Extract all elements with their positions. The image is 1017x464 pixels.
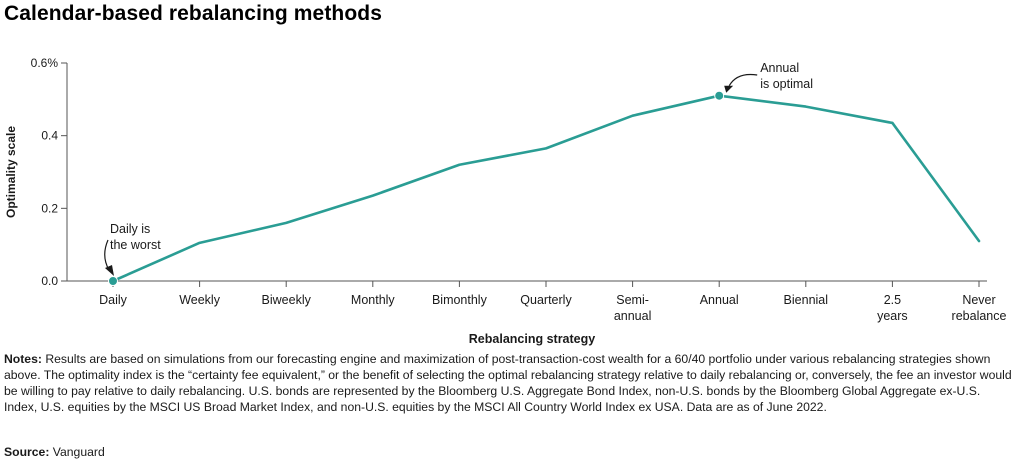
data-point-marker — [108, 276, 118, 286]
series-line — [111, 94, 981, 283]
x-tick-label: annual — [614, 309, 652, 323]
x-tick-label: Biweekly — [262, 293, 312, 307]
notes: Notes: Results are based on simulations … — [4, 351, 1012, 415]
x-tick-label: Biennial — [784, 293, 828, 307]
x-tick-label: years — [877, 309, 908, 323]
chart-title: Calendar-based rebalancing methods — [4, 2, 382, 25]
annotation-arrow — [104, 239, 110, 271]
annotation-label: Daily is — [110, 222, 150, 236]
data-point-marker — [714, 90, 725, 101]
x-tick-label: Monthly — [351, 293, 396, 307]
y-tick-label: 0.4 — [41, 129, 58, 143]
notes-label: Notes: — [4, 352, 42, 366]
source: Source: Vanguard — [4, 444, 105, 460]
x-tick-label: Semi- — [616, 293, 649, 307]
x-axis-label: Rebalancing strategy — [469, 332, 595, 346]
x-tick-label: Daily — [99, 293, 128, 307]
notes-text: Results are based on simulations from ou… — [4, 352, 1012, 414]
x-axis: Daily Weekly Biweekly Monthly Bimonthly Quart… — [67, 280, 1007, 323]
x-tick-label: Bimonthly — [432, 293, 488, 307]
x-tick-label: Quarterly — [520, 293, 572, 307]
annotation-arrowhead — [105, 265, 114, 276]
annotation-arrow — [728, 73, 758, 87]
source-label: Source: — [4, 445, 50, 459]
annotation-label: the worst — [110, 238, 161, 252]
x-tick-label: 2.5 — [884, 293, 901, 307]
line-chart: 0.6% 0.4 0.2 0.0 Daily Weekly Biweekly Monthly… — [4, 56, 1007, 346]
annotation-label: is optimal — [760, 77, 813, 91]
y-tick-label: 0.0 — [41, 274, 58, 288]
data-line — [111, 94, 981, 283]
x-tick-label: Annual — [700, 293, 739, 307]
y-axis-label: Optimality scale — [4, 126, 18, 218]
x-tick-label: rebalance — [952, 309, 1007, 323]
x-tick-label: Weekly — [179, 293, 221, 307]
x-tick-label: Never — [962, 293, 995, 307]
y-tick-label: 0.2 — [41, 201, 58, 215]
annotation-label: Annual — [760, 61, 799, 75]
source-text: Vanguard — [52, 445, 105, 459]
annotations: Daily is the worst Annual is optimal — [104, 61, 813, 286]
annotation-arrowhead — [724, 85, 734, 93]
y-tick-label: 0.6% — [31, 56, 59, 70]
y-axis: 0.6% 0.4 0.2 0.0 — [31, 56, 68, 288]
